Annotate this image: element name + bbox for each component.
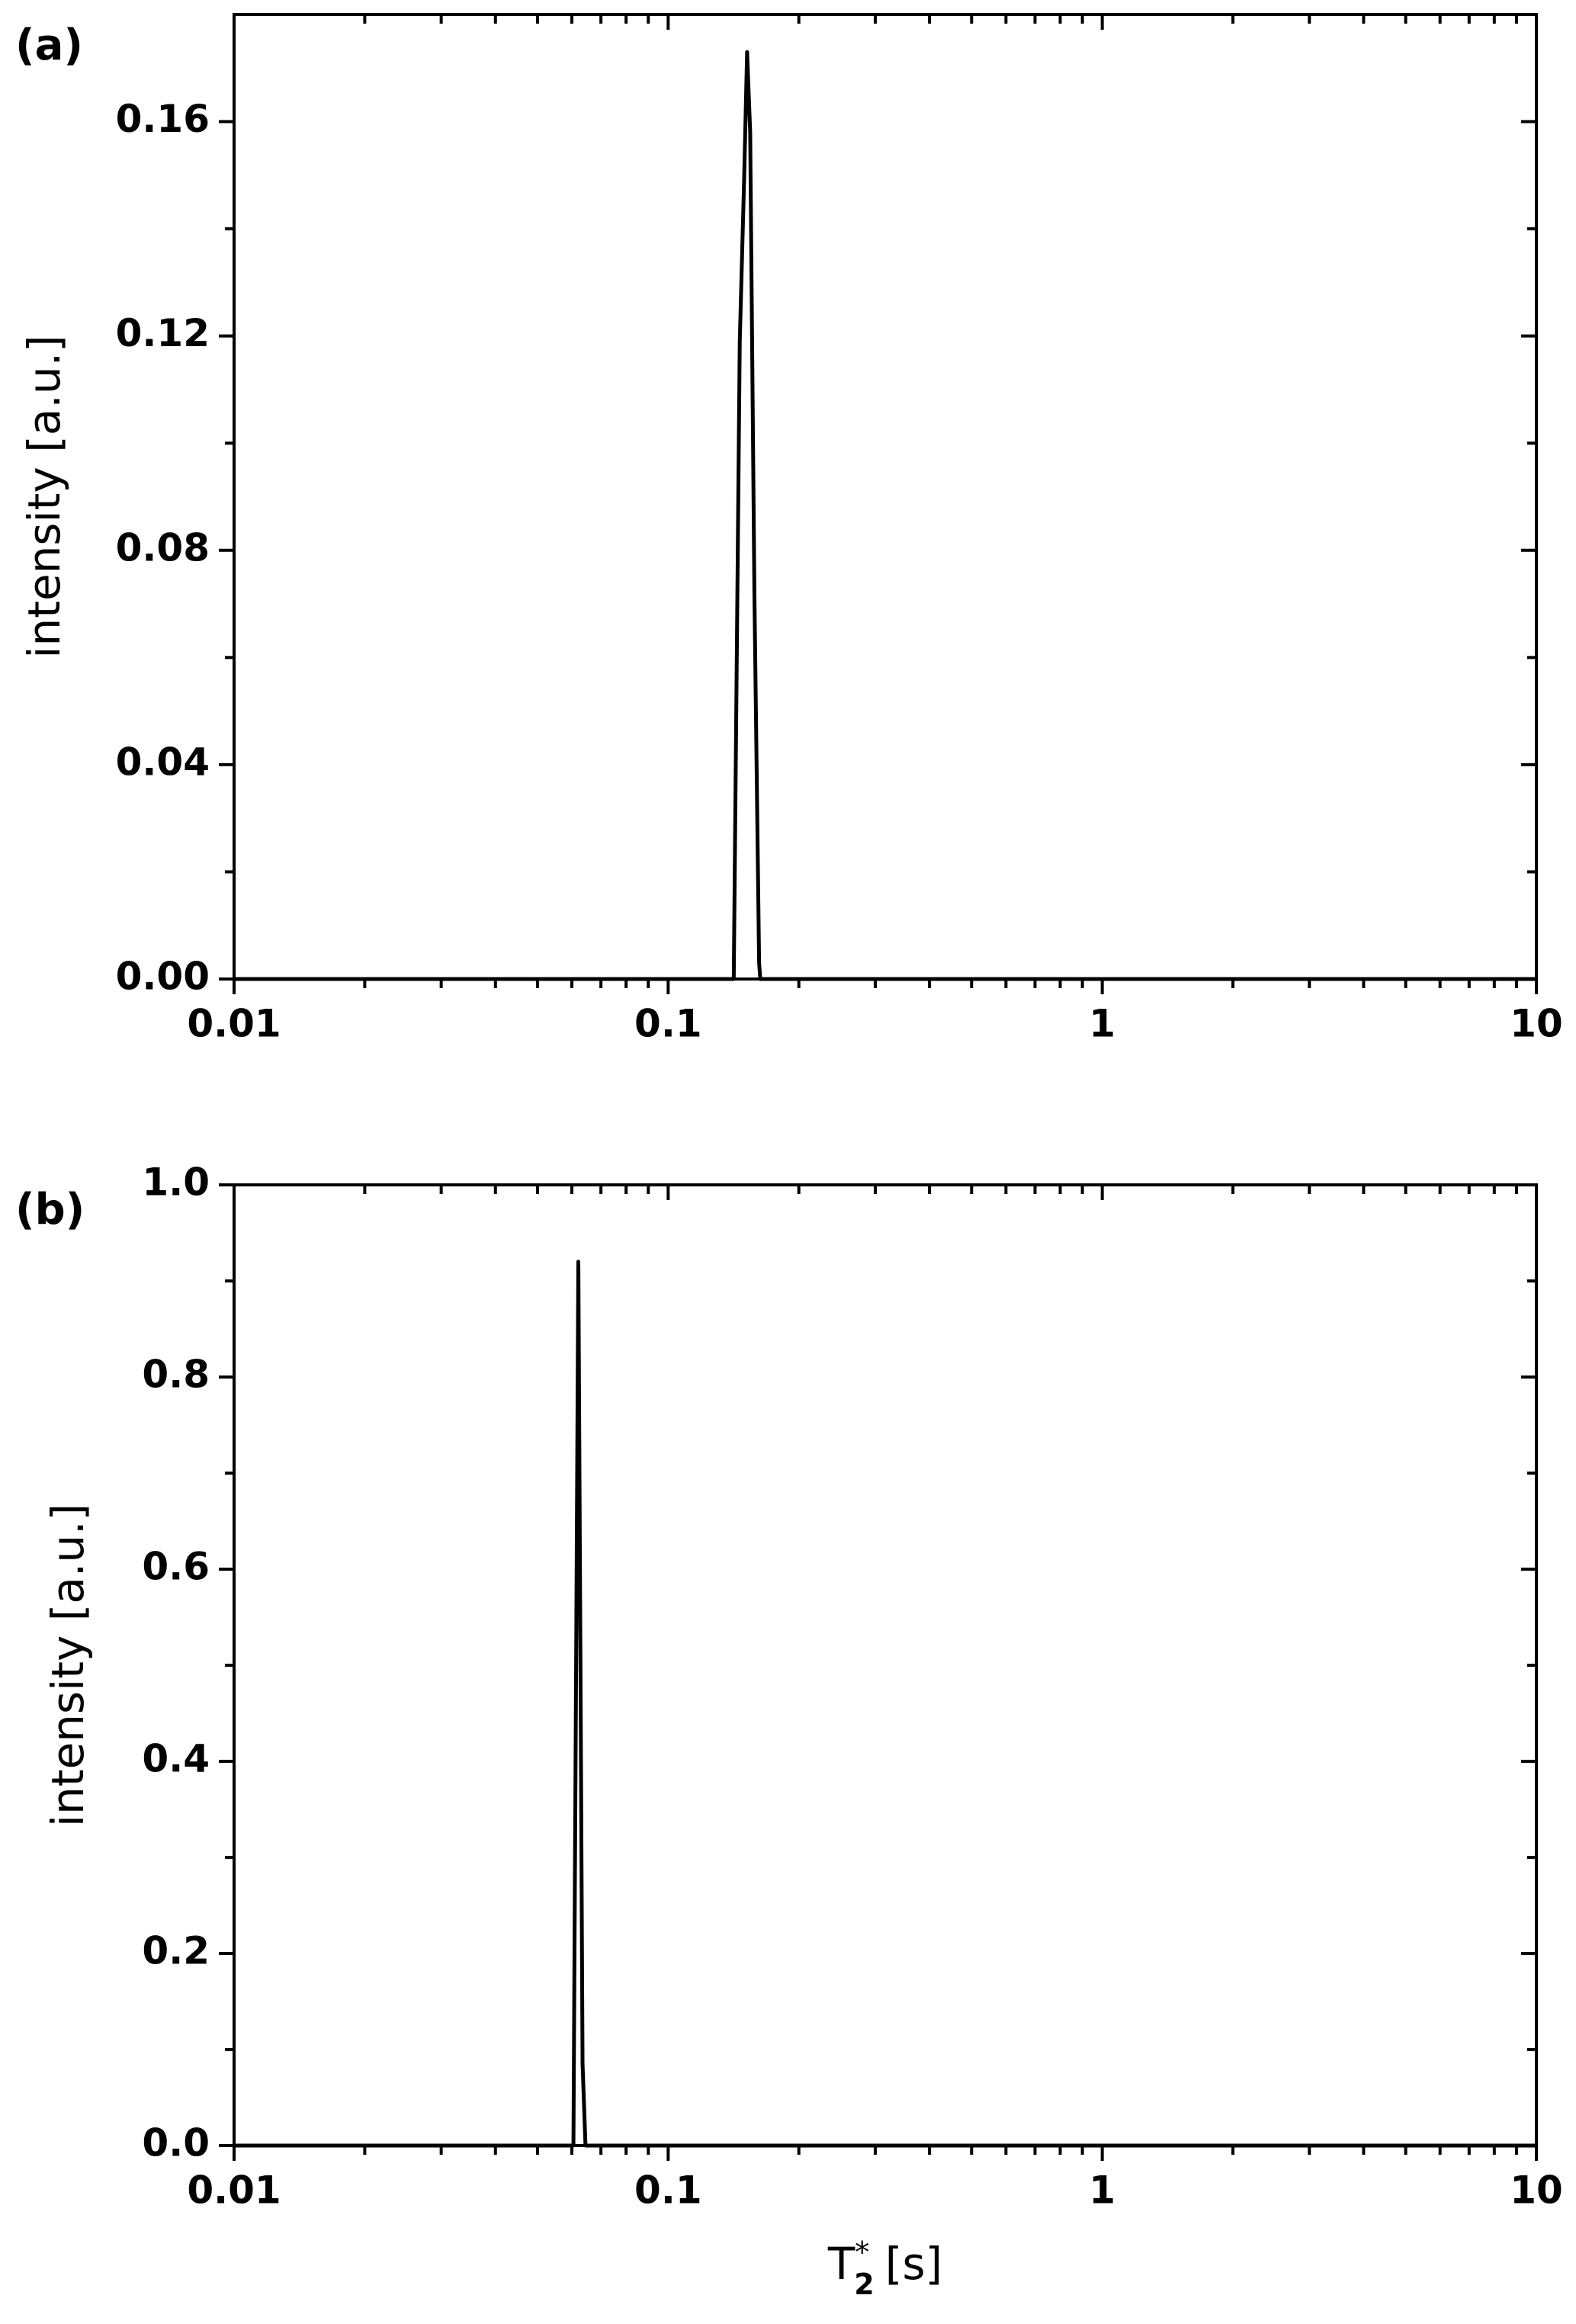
y-tick-label: 0.8 [142, 1353, 210, 1397]
x-tick-label: 0.1 [634, 1002, 702, 1046]
y-tick-label: 0.6 [142, 1545, 210, 1589]
panel-label: (b) [15, 1185, 85, 1234]
x-tick-label: 0.01 [187, 2168, 281, 2213]
y-tick-label: 0.04 [116, 740, 210, 784]
x-label-superscript: * [855, 2236, 869, 2269]
y-tick-label: 0.00 [116, 955, 210, 999]
y-tick-label: 1.0 [142, 1160, 210, 1205]
x-tick-label: 0.1 [634, 2168, 702, 2213]
y-tick-label: 0.2 [142, 1929, 210, 1973]
panel-label: (a) [15, 21, 83, 70]
x-label-symbol: T [827, 2238, 855, 2290]
data-line [234, 50, 1536, 981]
y-tick-label: 0.08 [116, 525, 210, 570]
x-tick-label: 1 [1089, 2168, 1115, 2213]
y-axis-label: intensity [a.u.] [42, 1504, 94, 1827]
data-line [234, 1260, 1536, 2148]
x-tick-label: 1 [1089, 1002, 1115, 1046]
y-tick-label: 0.0 [142, 2121, 210, 2165]
plot-frame [233, 1183, 1538, 2147]
x-tick-label: 0.01 [187, 1002, 281, 1046]
y-tick-label: 0.4 [142, 1737, 210, 1781]
x-axis-label: T* 2 [s] [827, 2236, 942, 2301]
y-axis-label: intensity [a.u.] [18, 335, 70, 658]
plot-frame [233, 13, 1538, 981]
y-tick-label: 0.16 [116, 97, 210, 141]
x-label-subscript: 2 [854, 2268, 874, 2301]
x-tick-label: 10 [1510, 1002, 1563, 1046]
x-tick-label: 10 [1510, 2168, 1563, 2213]
y-tick-label: 0.12 [116, 311, 210, 355]
x-label-unit: [s] [885, 2238, 942, 2290]
